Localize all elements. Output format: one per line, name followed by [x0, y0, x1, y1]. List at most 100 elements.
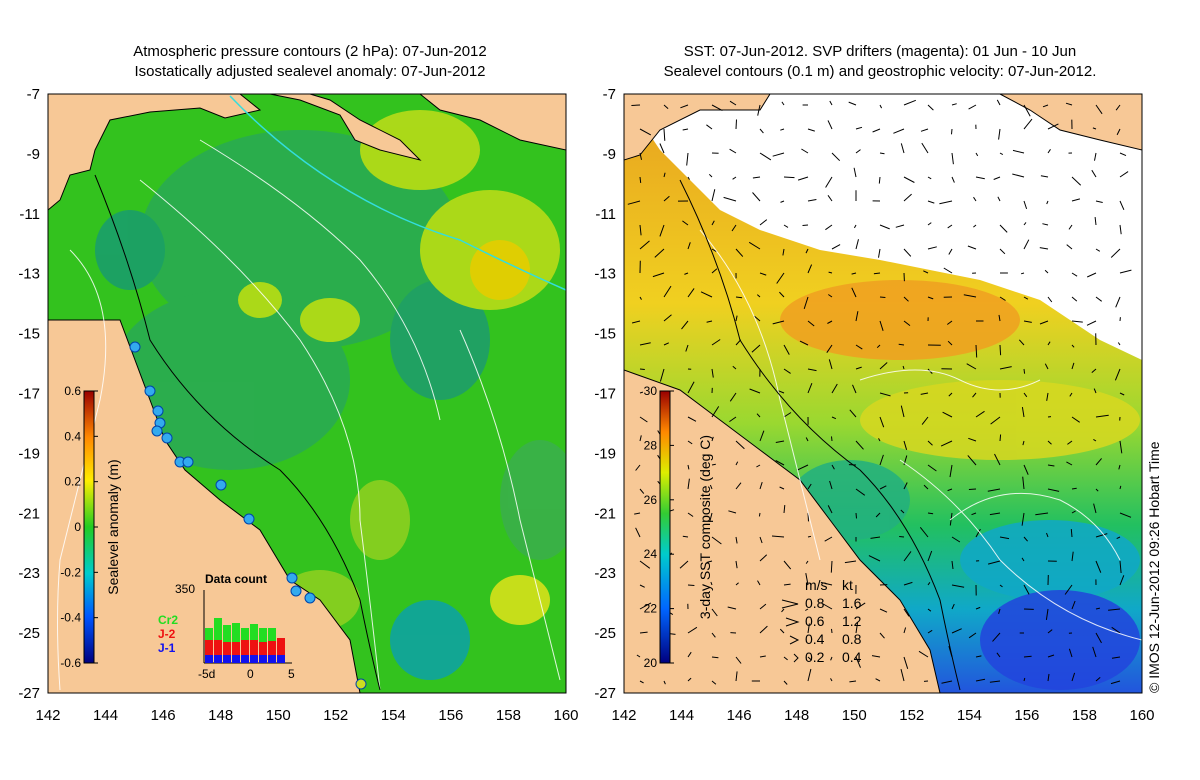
sla-colorbar-tick-label: -0.4	[60, 611, 81, 625]
velocity-arrow	[1045, 608, 1049, 620]
velocity-arrow	[879, 392, 891, 397]
velocity-arrow	[679, 560, 689, 569]
velocity-arrow	[968, 488, 977, 490]
velocity-arrow	[799, 340, 809, 346]
velocity-arrow	[700, 291, 713, 298]
velocity-arrow	[687, 478, 690, 490]
velocity-arrow	[1023, 222, 1027, 226]
velocity-arrow	[780, 128, 785, 131]
sst-colorbar-tick-label: 28	[644, 438, 658, 452]
velocity-arrow	[1093, 388, 1097, 394]
velocity-arrow	[1095, 677, 1101, 682]
velocity-arrow	[807, 623, 810, 634]
left-lat-tick: -23	[18, 565, 40, 582]
velocity-arrow	[853, 224, 857, 229]
velocity-arrow	[1047, 629, 1053, 634]
velocity-arrow	[1071, 272, 1078, 277]
velocity-arrow	[663, 195, 670, 202]
velocity-arrow	[900, 405, 905, 418]
velocity-arrow	[710, 581, 713, 586]
right-lat-tick: -25	[594, 625, 616, 642]
velocity-arrow	[1118, 464, 1121, 470]
velocity-arrow	[1068, 224, 1073, 230]
velocity-arrow	[711, 368, 714, 378]
velocity-arrow	[759, 625, 768, 634]
velocity-arrow	[831, 436, 833, 442]
velocity-arrow	[998, 128, 1001, 140]
velocity-arrow	[687, 464, 690, 470]
velocity-arrow	[639, 631, 648, 634]
velocity-arrow	[855, 622, 859, 634]
velocity-arrow	[927, 582, 931, 586]
velocity-arrow	[920, 128, 929, 132]
velocity-arrow	[779, 628, 785, 634]
velocity-arrow	[1095, 200, 1103, 203]
velocity-arrow	[711, 104, 723, 112]
velocity-arrow	[639, 488, 645, 494]
velocity-arrow	[687, 677, 692, 682]
velocity-arrow	[687, 416, 697, 422]
velocity-arrow	[711, 632, 716, 638]
velocity-arrow	[943, 267, 953, 274]
velocity-arrow	[903, 99, 916, 106]
velocity-arrow	[825, 224, 833, 231]
velocity-arrow	[1108, 608, 1121, 611]
sla-colorbar-label: Sealevel anomaly (m)	[105, 459, 121, 594]
velocity-arrow	[827, 320, 833, 324]
velocity-arrow	[975, 152, 979, 157]
velocity-arrow	[783, 656, 788, 661]
velocity-arrow	[870, 536, 881, 539]
velocity-arrow	[975, 606, 981, 610]
velocity-arrow	[783, 344, 790, 355]
velocity-arrow	[1095, 458, 1102, 466]
velocity-arrow	[975, 344, 978, 358]
velocity-arrow	[807, 668, 812, 682]
right-lon-tick: 144	[669, 707, 694, 724]
velocity-arrow	[920, 392, 929, 395]
sst-colorbar-label: 3-day SST composite (deg C)	[697, 435, 713, 619]
velocity-arrow	[824, 536, 833, 542]
velocity-arrow	[968, 437, 977, 442]
velocity-arrow	[990, 416, 1001, 425]
velocity-arrow	[1042, 104, 1049, 108]
velocity-arrow	[759, 554, 768, 562]
sla-colorbar-tick-label: 0	[74, 520, 81, 534]
velocity-arrow	[927, 176, 932, 180]
velocity-arrow	[927, 222, 932, 226]
velocity-arrow	[947, 224, 953, 229]
velocity-arrow	[1047, 440, 1052, 445]
velocity-arrow	[659, 143, 665, 154]
velocity-arrow	[879, 296, 886, 298]
velocity-arrow	[1119, 512, 1132, 518]
left-map-frame	[47, 93, 567, 694]
velocity-arrow	[1071, 320, 1083, 323]
velocity-arrow	[711, 436, 714, 442]
velocity-arrow	[831, 464, 835, 470]
sst-colorbar-ramp	[659, 390, 671, 664]
velocity-arrow	[1044, 363, 1049, 370]
velocity-arrow	[1066, 461, 1073, 466]
velocity-arrow	[711, 680, 717, 685]
velocity-arrow	[1071, 198, 1081, 202]
velocity-arrow	[942, 411, 953, 418]
left-map	[48, 94, 566, 693]
velocity-arrow	[807, 368, 817, 372]
velocity-arrow	[663, 172, 666, 178]
velocity-arrow	[923, 270, 929, 274]
velocity-arrow	[631, 104, 641, 106]
right-map	[624, 94, 1142, 693]
velocity-arrow	[900, 509, 905, 514]
altimeter-circles	[129, 341, 367, 690]
velocity-arrow	[723, 196, 737, 202]
left-lon-tick: 152	[323, 707, 348, 724]
velocity-arrow	[975, 678, 986, 682]
velocity-arrow	[927, 246, 937, 250]
velocity-arrow	[627, 200, 641, 205]
velocity-arrow	[639, 224, 642, 236]
velocity-arrow	[711, 608, 718, 617]
cyan-track-left	[229, 95, 566, 291]
land-left	[48, 94, 566, 693]
left-lat-tick: -27	[18, 685, 40, 702]
velocity-arrow	[735, 461, 739, 466]
